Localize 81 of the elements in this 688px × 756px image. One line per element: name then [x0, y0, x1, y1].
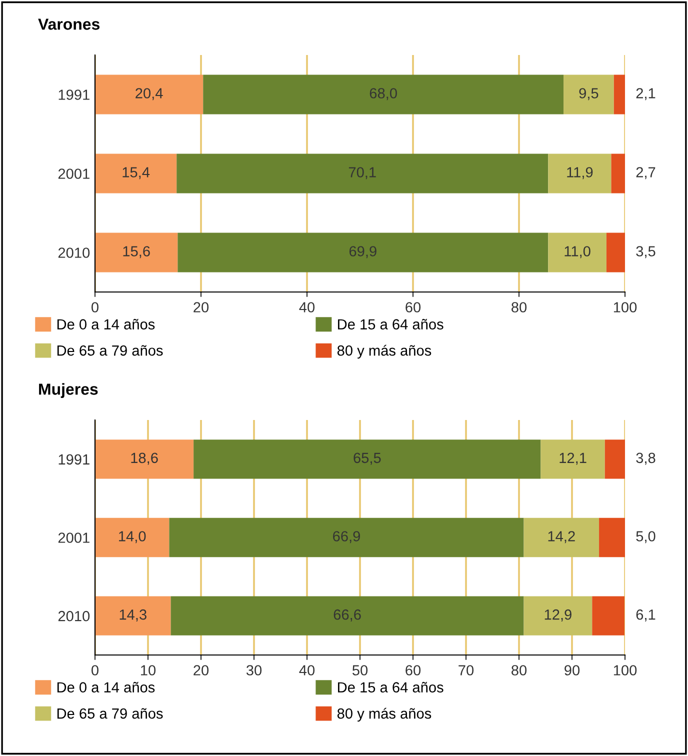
bar — [95, 518, 170, 558]
y-tick-label: 2010 — [58, 248, 90, 258]
x-tick-label: 0 — [92, 665, 98, 676]
x-tick-label: 80 — [512, 302, 527, 312]
x-tick-label: 50 — [352, 665, 368, 676]
bar — [606, 232, 625, 272]
data-label: 11,9 — [567, 167, 593, 180]
bar — [564, 74, 614, 114]
data-label: 6,1 — [636, 609, 656, 622]
legend-label: De 65 a 79 años — [57, 708, 163, 719]
bar — [95, 440, 194, 479]
data-label: 68,0 — [370, 88, 397, 100]
data-label: 66,9 — [333, 531, 360, 544]
y-tick-label: 2001 — [58, 168, 90, 179]
bar — [599, 518, 625, 558]
x-tick-label: 90 — [564, 665, 580, 676]
x-tick-label: 70 — [458, 665, 474, 676]
legend-label: De 15 a 64 años — [338, 682, 444, 692]
data-label: 5,0 — [636, 531, 656, 544]
x-tick-label: 0 — [92, 302, 98, 312]
x-tick-label: 20 — [194, 302, 209, 312]
bar — [178, 232, 548, 272]
data-label: 11,0 — [564, 246, 590, 258]
y-tick-label: 2001 — [58, 532, 90, 543]
chart-title: Varones — [38, 18, 100, 30]
data-label: 66,6 — [334, 609, 361, 622]
data-label: 12,9 — [544, 609, 572, 622]
bar — [194, 440, 541, 479]
data-label: 3,8 — [636, 452, 656, 465]
data-label: 69,9 — [349, 246, 376, 258]
bar — [524, 596, 592, 636]
bar — [548, 232, 606, 272]
data-label: 2,7 — [636, 167, 656, 180]
legend-label: De 65 a 79 años — [57, 345, 163, 356]
legend-label: De 15 a 64 años — [338, 318, 444, 330]
bar — [176, 154, 548, 194]
data-label: 14,0 — [119, 531, 146, 544]
bar — [203, 74, 564, 114]
x-tick-label: 60 — [406, 302, 421, 312]
data-label: 14,3 — [120, 609, 146, 622]
data-label: 15,6 — [123, 246, 150, 258]
legend-label: De 0 a 14 años — [57, 318, 155, 330]
data-label: 65,5 — [354, 452, 381, 465]
data-label: 9,5 — [579, 88, 598, 100]
legend-label: 80 y más años — [337, 708, 432, 722]
x-tick-label: 60 — [406, 665, 421, 676]
data-label: 3,5 — [636, 246, 656, 258]
data-label: 15,4 — [122, 167, 150, 180]
y-tick-label: 1991 — [58, 454, 90, 465]
data-label: 70,1 — [348, 167, 376, 180]
x-tick-label: 100 — [614, 665, 637, 676]
chart-title: Mujeres — [39, 383, 98, 398]
x-tick-label: 80 — [512, 665, 527, 676]
bar — [548, 154, 612, 194]
bar — [170, 596, 524, 636]
bar — [540, 440, 605, 479]
x-tick-label: 100 — [614, 302, 637, 312]
data-label: 18,6 — [131, 452, 158, 465]
data-label: 20,4 — [136, 88, 163, 100]
bar — [95, 154, 177, 194]
bar — [95, 74, 204, 114]
bar — [524, 518, 600, 558]
y-tick-label: 1991 — [58, 90, 90, 100]
x-tick-label: 20 — [194, 665, 209, 676]
bar — [604, 440, 625, 479]
bar — [95, 232, 178, 272]
legend-label: 80 y más años — [337, 344, 432, 359]
x-tick-label: 40 — [299, 665, 315, 676]
data-label: 12,1 — [560, 452, 586, 465]
x-tick-label: 40 — [299, 302, 315, 312]
bar — [614, 74, 625, 114]
bar — [592, 596, 624, 636]
bar — [611, 154, 625, 194]
data-label: 2,1 — [636, 88, 656, 100]
bar — [95, 596, 171, 636]
x-tick-label: 10 — [141, 665, 156, 676]
data-label: 14,2 — [548, 531, 575, 544]
legend-label: De 0 a 14 años — [57, 682, 155, 692]
bar — [169, 518, 524, 558]
y-tick-label: 2010 — [58, 610, 90, 622]
x-tick-label: 30 — [246, 665, 262, 676]
